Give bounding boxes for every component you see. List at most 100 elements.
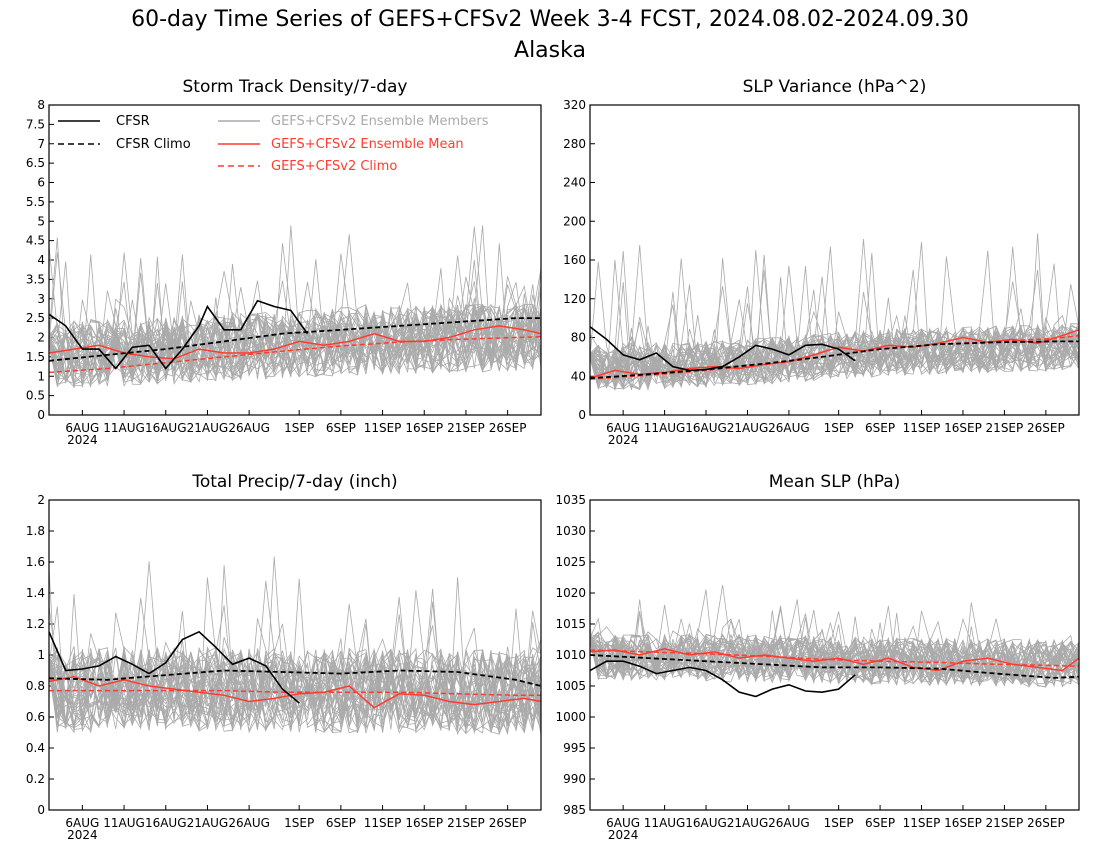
x-tick-label: 6SEP — [326, 421, 356, 435]
ensemble-member-line — [49, 245, 541, 384]
x-tick-label: 11SEP — [903, 421, 941, 435]
x-tick-label: 1SEP — [824, 421, 854, 435]
y-tick-label: 0.8 — [26, 679, 45, 693]
x-tick-label: 21AUG — [727, 816, 769, 830]
ensemble-mean-line — [49, 675, 541, 709]
x-tick-label: 26SEP — [1027, 816, 1065, 830]
x-tick-label: 26SEP — [489, 816, 527, 830]
ensemble-member-line — [590, 635, 1079, 685]
x-tick-label: 1SEP — [284, 816, 314, 830]
cfsr-climo-line — [590, 340, 1079, 380]
x-tick-label: 16SEP — [405, 816, 443, 830]
ensemble-member-line — [49, 252, 541, 382]
cfsr-line — [49, 630, 300, 704]
slp-variance-panel: SLP Variance (hPa^2) 0 40 80 120 160 200 240 280… — [563, 77, 1080, 447]
legend-members-label: GEFS+CFSv2 Ensemble Members — [271, 114, 489, 129]
ensemble-member-line — [49, 594, 541, 734]
ensemble-mean-line — [49, 325, 541, 360]
ensemble-members — [49, 225, 541, 389]
cfsr-line — [590, 660, 856, 698]
x-tick-label: 11AUG — [644, 816, 686, 830]
y-tick-label: 1005 — [555, 679, 586, 693]
y-tick-label: 1010 — [555, 648, 586, 662]
panel-title: Total Precip/7-day (inch) — [191, 472, 397, 492]
y-tick-label: 1020 — [555, 586, 586, 600]
ensemble-member-line — [590, 246, 1079, 389]
x-tick-label: 11AUG — [103, 421, 145, 435]
y-tick-label: 0 — [578, 408, 586, 422]
x-tick-label: 21AUG — [187, 421, 229, 435]
ensemble-member-line — [49, 567, 541, 734]
panel-title: SLP Variance (hPa^2) — [743, 77, 927, 97]
ensemble-mean-line — [590, 329, 1079, 379]
y-tick-label: 985 — [563, 803, 586, 817]
y-tick-label: 6.5 — [26, 156, 45, 170]
x-tick-label: 11SEP — [903, 816, 941, 830]
x-year-label: 2024 — [608, 828, 639, 842]
x-tick-label: 26SEP — [1027, 421, 1065, 435]
x-tick-label: 21SEP — [447, 421, 485, 435]
ensemble-member-line — [49, 298, 541, 385]
y-tick-label: 0.4 — [26, 741, 45, 755]
ensemble-member-line — [590, 617, 1079, 683]
y-tick-label: 2 — [37, 331, 45, 345]
y-tick-label: 5.5 — [26, 195, 45, 209]
y-tick-label: 2 — [37, 493, 45, 507]
plot-frame — [48, 104, 542, 416]
y-tick-label: 1030 — [555, 524, 586, 538]
plot-frame — [589, 104, 1080, 416]
y-tick-label: 1035 — [555, 493, 586, 507]
x-year-label: 2024 — [67, 828, 98, 842]
y-tick-label: 240 — [563, 176, 586, 190]
cfsr-line — [49, 299, 309, 370]
x-tick-label: 26AUG — [768, 421, 810, 435]
y-tick-label: 0.5 — [26, 389, 45, 403]
x-tick-label: 26AUG — [228, 421, 270, 435]
x-tick-label: 1SEP — [824, 816, 854, 830]
x-tick-label: 1SEP — [284, 421, 314, 435]
legend-cfsr-label: CFSR — [116, 114, 150, 129]
y-tick-label: 1 — [37, 369, 45, 383]
ensemble-member-line — [590, 630, 1079, 686]
y-tick-label: 1.5 — [26, 350, 45, 364]
y-tick-label: 120 — [563, 292, 586, 306]
x-tick-label: 16SEP — [944, 421, 982, 435]
ensemble-member-line — [590, 241, 1079, 383]
y-tick-label: 40 — [571, 369, 586, 383]
y-tick-label: 160 — [563, 253, 586, 267]
x-tick-label: 21SEP — [986, 421, 1024, 435]
x-tick-label: 6AUG — [65, 421, 99, 435]
y-tick-label: 280 — [563, 137, 586, 151]
y-tick-label: 5 — [37, 214, 45, 228]
x-tick-label: 16AUG — [685, 816, 727, 830]
y-tick-label: 3.5 — [26, 272, 45, 286]
ensemble-member-line — [49, 648, 541, 726]
x-tick-label: 26AUG — [768, 816, 810, 830]
ensemble-member-line — [590, 620, 1079, 688]
figure-title: 60-day Time Series of GEFS+CFSv2 Week 3-… — [131, 7, 969, 32]
y-tick-label: 1.4 — [26, 586, 45, 600]
x-tick-label: 6AUG — [65, 816, 99, 830]
x-tick-label: 21SEP — [986, 816, 1024, 830]
y-tick-label: 1 — [37, 648, 45, 662]
ensemble-member-line — [590, 314, 1079, 386]
y-tick-label: 1000 — [555, 710, 586, 724]
ensemble-members — [590, 233, 1079, 392]
ensemble-member-line — [49, 580, 541, 732]
x-tick-label: 16AUG — [145, 816, 187, 830]
x-tick-label: 6SEP — [865, 421, 895, 435]
x-tick-label: 11AUG — [103, 816, 145, 830]
y-tick-label: 990 — [563, 772, 586, 786]
storm-track-density-panel: Storm Track Density/7-day 0 0.5 1 1.5 2 2.5 3 3.… — [26, 77, 542, 447]
x-tick-label: 16SEP — [405, 421, 443, 435]
y-tick-label: 1.6 — [26, 555, 45, 569]
ensemble-member-line — [590, 304, 1079, 389]
ensemble-member-line — [49, 651, 541, 733]
y-tick-label: 1025 — [555, 555, 586, 569]
ensemble-member-line — [590, 634, 1079, 687]
ensemble-member-line — [590, 589, 1079, 688]
plot-frame — [48, 499, 542, 811]
ensemble-member-line — [49, 641, 541, 731]
mean-slp-panel: Mean SLP (hPa) 985 990 995 1000 1005 1010 1015 1… — [555, 472, 1080, 842]
x-tick-label: 16AUG — [685, 421, 727, 435]
